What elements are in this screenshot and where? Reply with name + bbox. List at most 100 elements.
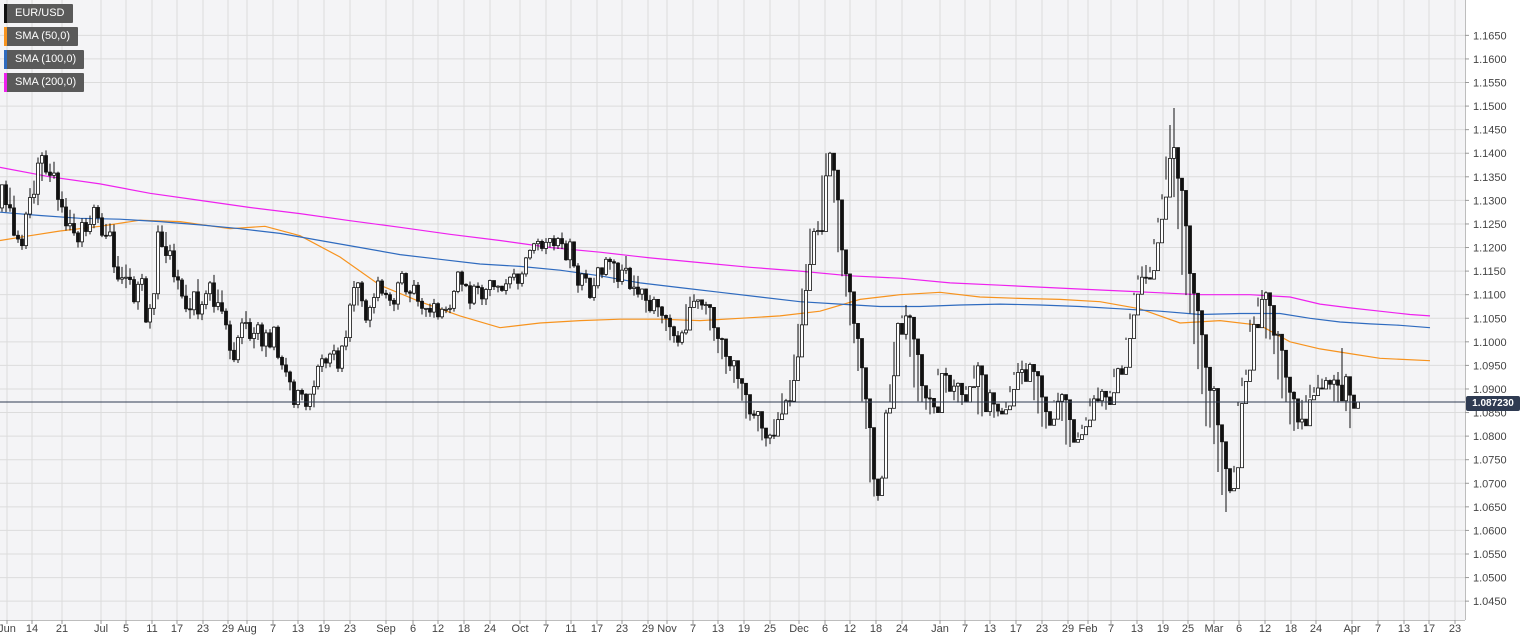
candle-body-down [180, 279, 184, 297]
candle [24, 211, 28, 249]
candle-body-up [432, 303, 436, 313]
candle [784, 398, 788, 415]
candle [680, 330, 684, 345]
candle-body-down [1204, 334, 1208, 368]
candle [0, 184, 4, 212]
candle [1032, 364, 1036, 401]
candle-body-up [556, 238, 560, 247]
candle-body-down [1280, 333, 1284, 351]
candle-body-up [1232, 488, 1236, 492]
candle [372, 293, 376, 314]
x-tick-label: Feb [1079, 623, 1098, 635]
candle-body-down [232, 349, 236, 361]
candle [124, 264, 128, 289]
candle [856, 323, 860, 372]
candle [836, 169, 840, 253]
candle [396, 281, 400, 310]
candle [132, 276, 136, 304]
candle [376, 276, 380, 302]
candle [384, 289, 388, 299]
candle [608, 257, 612, 270]
x-tick-label: 17 [1010, 623, 1022, 635]
candle [552, 235, 556, 251]
candle-body-up [488, 280, 492, 290]
candle [1164, 156, 1168, 220]
candle-body-down [492, 280, 496, 288]
candle-body-down [336, 350, 340, 369]
candle [652, 296, 656, 315]
candle [440, 307, 444, 319]
candle [720, 337, 724, 360]
legend-item-eurusd[interactable]: EUR/USD [4, 4, 73, 23]
candle-body-down [836, 169, 840, 201]
candle-body-down [1108, 396, 1112, 405]
legend-swatch-sma-50 [4, 27, 7, 46]
candle [248, 318, 252, 341]
x-tick-label: 11 [565, 623, 576, 635]
candle-body-down [460, 271, 464, 285]
candle-body-down [1272, 305, 1276, 336]
candle-body-up [28, 197, 32, 215]
candle [504, 279, 508, 295]
candle [936, 368, 940, 413]
candle-body-down [160, 231, 164, 247]
candle-body-up [1012, 389, 1016, 407]
candle [572, 241, 576, 268]
candle-body-up [152, 293, 156, 309]
candle [1256, 297, 1260, 329]
candle-body-up [888, 407, 892, 414]
candle [884, 409, 888, 479]
candle-body-down [436, 303, 440, 318]
candle-body-down [772, 434, 776, 437]
candle-body-up [236, 337, 240, 361]
candle-body-up [1212, 388, 1216, 391]
candle [984, 374, 988, 413]
candle-body-down [660, 306, 664, 316]
legend-item-sma-100[interactable]: SMA (100,0) [4, 50, 85, 69]
candle-body-down [1296, 398, 1300, 423]
legend-item-sma-50[interactable]: SMA (50,0) [4, 27, 79, 46]
candle [356, 281, 360, 306]
candle-body-down [644, 288, 648, 301]
candle [200, 301, 204, 321]
candle-body-down [1000, 410, 1004, 415]
x-tick-label: 29 [222, 623, 234, 635]
candle [484, 288, 488, 306]
candle [1228, 468, 1232, 494]
candle [1212, 386, 1216, 445]
candle [636, 275, 640, 298]
candle [544, 238, 548, 255]
x-tick-label: 19 [1157, 623, 1169, 635]
candle [576, 263, 580, 293]
candle [748, 394, 752, 421]
candle-body-up [348, 304, 352, 338]
candle-body-down [724, 338, 728, 357]
candle [1084, 417, 1088, 436]
candle-body-up [828, 152, 832, 177]
legend-item-sma-200[interactable]: SMA (200,0) [4, 73, 85, 92]
candle-body-up [1056, 400, 1060, 420]
candle-body-down [908, 315, 912, 318]
candle [464, 283, 468, 288]
candle-body-up [624, 267, 628, 271]
candle [244, 311, 248, 330]
candle-body-up [812, 231, 816, 265]
x-tick-label: 23 [344, 623, 356, 635]
candle [1040, 375, 1044, 427]
candle [880, 475, 884, 496]
candle [1292, 391, 1296, 431]
candle [56, 171, 60, 211]
x-tick-label: 17 [171, 623, 183, 635]
y-tick-label: 1.0500 [1473, 573, 1507, 585]
candle [916, 338, 920, 402]
candle [1220, 424, 1224, 496]
candle-body-down [60, 199, 64, 208]
candle [728, 356, 732, 372]
candle [1252, 316, 1256, 371]
candle-body-down [1228, 468, 1232, 492]
candle-body-down [172, 250, 176, 278]
candle-body-up [824, 175, 828, 232]
candle [1324, 377, 1328, 390]
candle-body-up [620, 269, 624, 282]
